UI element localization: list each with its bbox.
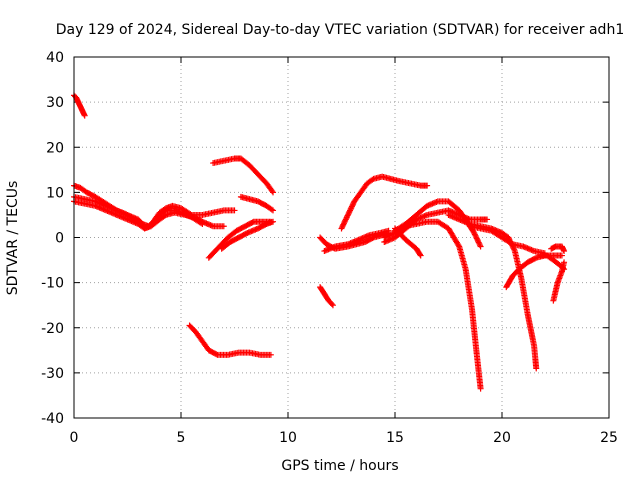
data-point xyxy=(475,239,482,246)
data-point xyxy=(510,245,517,252)
data-point xyxy=(533,365,540,372)
data-point xyxy=(561,266,568,273)
data-point xyxy=(472,232,479,239)
x-tick-label: 10 xyxy=(279,430,297,446)
data-point xyxy=(416,251,423,258)
data-point xyxy=(511,246,518,253)
chart-title: Day 129 of 2024, Sidereal Day-to-day VTE… xyxy=(56,22,624,38)
data-point xyxy=(558,252,565,259)
y-tick-label: -10 xyxy=(41,276,64,292)
data-point xyxy=(477,243,484,250)
x-tick-label: 15 xyxy=(386,430,404,446)
data-point xyxy=(81,112,88,119)
data-point xyxy=(474,236,481,243)
series-arc-21 xyxy=(548,243,568,255)
y-axis-label: SDTVAR / TECUs xyxy=(5,181,21,296)
data-point xyxy=(508,240,515,247)
x-axis-label: GPS time / hours xyxy=(281,458,398,474)
data-point xyxy=(269,188,276,195)
data-point xyxy=(484,216,491,223)
y-tick-label: 40 xyxy=(46,50,64,66)
data-point xyxy=(559,264,566,271)
x-tick-label: 5 xyxy=(177,430,186,446)
x-tick-label: 0 xyxy=(70,430,79,446)
data-point xyxy=(213,351,220,358)
plot-frame xyxy=(73,56,610,419)
data-point xyxy=(471,231,478,238)
series-arc-5 xyxy=(205,218,274,261)
series-arc-10 xyxy=(317,284,336,309)
y-tick-label: 0 xyxy=(55,231,64,247)
data-point xyxy=(476,240,483,247)
data-point xyxy=(328,301,335,308)
data-point xyxy=(198,220,205,227)
data-point xyxy=(532,255,539,262)
data-points xyxy=(71,92,568,392)
series-arc-9 xyxy=(186,322,274,358)
data-point xyxy=(455,242,462,249)
data-point xyxy=(424,182,431,189)
data-point xyxy=(267,351,274,358)
data-point xyxy=(473,235,480,242)
y-tick-label: -40 xyxy=(41,411,64,427)
y-tick-label: -30 xyxy=(41,366,64,382)
data-point xyxy=(471,229,478,236)
data-point xyxy=(268,206,275,213)
data-point xyxy=(475,238,482,245)
data-point xyxy=(249,219,256,226)
series-arc-7 xyxy=(210,155,277,196)
series-arc-6 xyxy=(218,218,277,252)
y-tick-label: 10 xyxy=(46,185,64,201)
y-tick-label: 20 xyxy=(46,140,64,156)
series-arc-20 xyxy=(503,252,565,291)
series-arc-13 xyxy=(338,173,431,232)
data-point xyxy=(270,218,277,225)
series-arc-8 xyxy=(237,193,277,214)
data-point xyxy=(477,385,484,392)
data-point xyxy=(476,242,483,249)
series-arc-1 xyxy=(71,92,88,119)
series-arc-23 xyxy=(537,252,568,273)
data-point xyxy=(385,227,392,234)
y-tick-label: -20 xyxy=(41,321,64,337)
data-point xyxy=(561,248,568,255)
series-arc-4 xyxy=(71,198,206,232)
series-arc-14 xyxy=(381,218,484,392)
data-point xyxy=(561,259,568,266)
data-point xyxy=(270,207,277,214)
x-tick-label: 25 xyxy=(600,430,618,446)
data-point xyxy=(231,207,238,214)
series-arc-17 xyxy=(392,225,424,259)
x-tick-label: 20 xyxy=(493,430,511,446)
series-arc-12 xyxy=(321,227,392,255)
data-point xyxy=(220,223,227,230)
data-point xyxy=(417,252,424,259)
data-point xyxy=(161,208,168,215)
data-point xyxy=(270,189,277,196)
data-point xyxy=(473,234,480,241)
y-tick-label: 30 xyxy=(46,95,64,111)
data-point xyxy=(199,220,206,227)
data-point xyxy=(369,176,376,183)
data-point xyxy=(329,302,336,309)
series-arc-19 xyxy=(466,223,548,257)
